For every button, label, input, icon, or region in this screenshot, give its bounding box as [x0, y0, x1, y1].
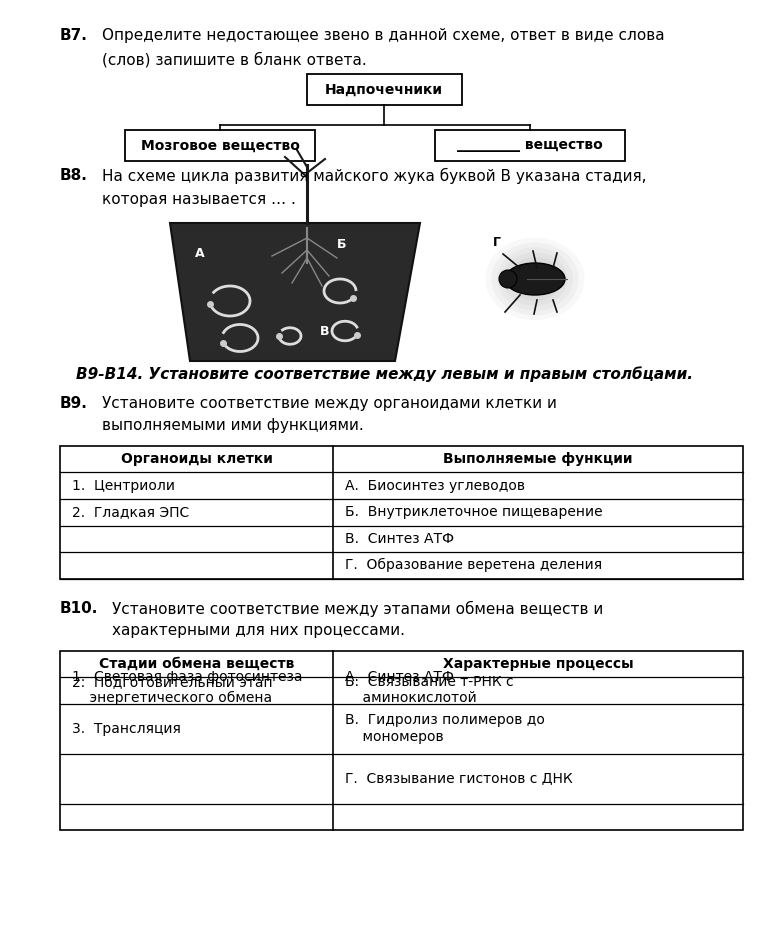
Ellipse shape — [508, 257, 561, 301]
Text: Определите недостающее звено в данной схеме, ответ в виде слова: Определите недостающее звено в данной сх… — [102, 28, 664, 43]
Text: B9.: B9. — [60, 396, 88, 411]
Text: Надпочечники: Надпочечники — [325, 83, 443, 97]
Ellipse shape — [499, 270, 517, 288]
Text: B8.: B8. — [60, 168, 88, 183]
Ellipse shape — [492, 242, 579, 315]
Text: Г.  Образование веретена деления: Г. Образование веретена деления — [345, 558, 602, 572]
Text: А: А — [195, 247, 205, 259]
Text: Установите соответствие между этапами обмена веществ и: Установите соответствие между этапами об… — [112, 601, 603, 617]
Ellipse shape — [485, 237, 584, 321]
Polygon shape — [170, 223, 420, 361]
Bar — [306, 75, 462, 106]
Text: характерными для них процессами.: характерными для них процессами. — [112, 622, 405, 638]
Ellipse shape — [505, 263, 565, 295]
Text: 3.  Трансляция: 3. Трансляция — [72, 722, 181, 735]
Ellipse shape — [520, 267, 550, 291]
Text: А.  Биосинтез углеводов: А. Биосинтез углеводов — [345, 479, 525, 493]
Text: В.  Гидролиз полимеров до
    мономеров: В. Гидролиз полимеров до мономеров — [345, 713, 545, 744]
Text: Б.  Внутриклеточное пищеварение: Б. Внутриклеточное пищеварение — [345, 505, 603, 519]
Ellipse shape — [497, 248, 573, 310]
Text: которая называется … .: которая называется … . — [102, 191, 296, 206]
Text: выполняемыми ими функциями.: выполняемыми ими функциями. — [102, 418, 364, 433]
Text: Г.  Связывание гистонов с ДНК: Г. Связывание гистонов с ДНК — [345, 772, 573, 785]
Text: B10.: B10. — [60, 601, 98, 616]
Bar — [60, 446, 743, 579]
Ellipse shape — [515, 262, 555, 296]
Text: 1.  Световая фаза фотосинтеза: 1. Световая фаза фотосинтеза — [72, 670, 303, 684]
Text: Органоиды клетки: Органоиды клетки — [121, 452, 273, 466]
Text: Установите соответствие между органоидами клетки и: Установите соответствие между органоидам… — [102, 396, 557, 411]
Text: В.  Синтез АТФ: В. Синтез АТФ — [345, 532, 455, 546]
Bar — [125, 130, 315, 161]
Text: Характерные процессы: Характерные процессы — [443, 657, 634, 671]
Text: Г: Г — [493, 236, 501, 249]
Text: B9-B14. Установите соответствие между левым и правым столбцами.: B9-B14. Установите соответствие между ле… — [75, 366, 693, 382]
Text: 2.  Гладкая ЭПС: 2. Гладкая ЭПС — [72, 505, 189, 519]
Text: B7.: B7. — [60, 28, 88, 43]
Text: (слов) запишите в бланк ответа.: (слов) запишите в бланк ответа. — [102, 51, 367, 67]
Bar — [60, 651, 743, 830]
Text: Б.  Связывание т-РНК с
    аминокислотой: Б. Связывание т-РНК с аминокислотой — [345, 675, 514, 706]
Text: Стадии обмена веществ: Стадии обмена веществ — [99, 657, 294, 671]
Ellipse shape — [526, 272, 544, 287]
Text: Б: Б — [337, 237, 346, 251]
Text: В: В — [320, 324, 329, 338]
Text: А.  Синтез АТФ: А. Синтез АТФ — [345, 670, 454, 684]
Text: 1.  Центриоли: 1. Центриоли — [72, 479, 175, 493]
Text: На схеме цикла развития майского жука буквой В указана стадия,: На схеме цикла развития майского жука бу… — [102, 168, 647, 184]
Text: _________ вещество: _________ вещество — [457, 138, 603, 152]
Text: Мозговое вещество: Мозговое вещество — [141, 138, 300, 152]
Text: 2.  Подготовительный этап
    энергетического обмена: 2. Подготовительный этап энергетического… — [72, 675, 273, 706]
Bar — [435, 130, 625, 161]
Text: Выполняемые функции: Выполняемые функции — [443, 452, 633, 466]
Ellipse shape — [503, 253, 567, 306]
